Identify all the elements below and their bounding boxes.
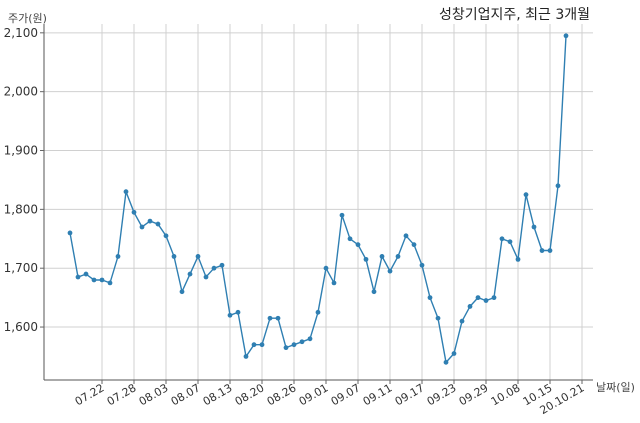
data-point	[563, 33, 569, 39]
data-point	[459, 318, 465, 324]
data-point	[163, 233, 169, 239]
data-point	[499, 236, 505, 242]
x-tick-label: 10.08	[489, 381, 523, 408]
data-point	[323, 265, 329, 271]
data-point	[427, 295, 433, 301]
data-point	[259, 342, 265, 348]
y-tick-label: 1,700	[4, 261, 38, 275]
data-point	[139, 224, 145, 230]
data-point	[187, 271, 193, 277]
data-point	[99, 277, 105, 283]
data-point	[123, 189, 129, 195]
x-tick-label: 09.17	[393, 381, 427, 408]
data-point	[315, 309, 321, 315]
data-point	[211, 265, 217, 271]
data-point	[131, 209, 137, 215]
data-point	[227, 312, 233, 318]
data-point	[299, 339, 305, 345]
data-point	[547, 248, 553, 253]
data-point	[483, 298, 489, 303]
x-tick-label: 08.07	[169, 381, 203, 408]
data-point	[331, 280, 337, 286]
data-point	[555, 183, 561, 189]
data-point	[235, 309, 241, 315]
data-point	[395, 254, 401, 259]
data-point	[411, 242, 417, 248]
data-point	[147, 218, 153, 224]
y-tick-label: 2,000	[4, 85, 38, 99]
axes	[43, 24, 593, 381]
data-point	[195, 254, 201, 259]
data-point	[107, 280, 113, 286]
y-axis-label: 주가(원)	[8, 12, 47, 25]
data-point	[155, 221, 161, 227]
data-point	[267, 315, 273, 321]
data-point	[435, 315, 441, 321]
data-point	[475, 295, 481, 301]
data-point	[491, 295, 497, 301]
data-point	[523, 192, 529, 198]
data-point	[203, 274, 209, 280]
y-tick-label: 1,600	[4, 320, 38, 334]
data-point	[419, 262, 425, 268]
data-point	[179, 289, 185, 295]
x-tick-label: 09.29	[457, 381, 491, 408]
x-axis-label: 날짜(일)	[596, 380, 635, 394]
data-point	[91, 277, 97, 283]
y-tick-label: 1,900	[4, 144, 38, 158]
data-point	[371, 289, 377, 295]
x-tick-label: 08.26	[265, 381, 299, 408]
data-point	[403, 233, 409, 239]
series	[67, 33, 569, 365]
data-point	[115, 254, 121, 259]
data-point	[451, 351, 457, 356]
data-point	[171, 254, 177, 259]
x-tick-label: 08.20	[233, 381, 267, 408]
grid	[44, 24, 593, 380]
data-point	[83, 271, 89, 277]
data-point	[531, 224, 537, 230]
data-point	[219, 262, 225, 268]
y-tick-label: 2,100	[4, 26, 38, 40]
data-point	[291, 342, 297, 348]
data-point	[515, 256, 521, 262]
data-point	[275, 315, 281, 321]
x-tick-label: 09.01	[297, 381, 331, 408]
data-point	[307, 336, 313, 342]
data-point	[379, 254, 385, 259]
chart-title: 성창기업지주, 최근 3개월	[439, 7, 590, 23]
data-point	[67, 230, 73, 236]
x-tick-label: 08.13	[201, 381, 235, 408]
x-tick-label: 09.23	[425, 381, 459, 408]
data-point	[243, 354, 249, 359]
data-point	[355, 242, 361, 248]
x-tick-label: 09.11	[361, 381, 395, 408]
data-point	[363, 256, 369, 262]
data-point	[443, 359, 449, 365]
data-point	[339, 212, 345, 218]
data-point	[283, 345, 289, 351]
x-tick-label: 08.03	[137, 381, 171, 408]
data-point	[539, 248, 545, 253]
x-tick-label: 07.28	[105, 381, 139, 408]
x-axis-ticks: 07.2207.2808.0308.0708.1308.2008.2609.01…	[73, 380, 587, 417]
y-axis-ticks: 1,600 1,700 1,800 1,900 2,000 2,100	[4, 26, 44, 334]
data-point	[387, 268, 393, 274]
y-tick-label: 1,800	[4, 202, 38, 216]
data-point	[347, 236, 353, 242]
data-point	[75, 274, 81, 280]
data-point	[467, 304, 473, 309]
data-point	[507, 239, 513, 245]
data-point	[251, 342, 257, 348]
x-tick-label: 09.07	[329, 381, 363, 408]
x-tick-label: 07.22	[73, 381, 107, 408]
